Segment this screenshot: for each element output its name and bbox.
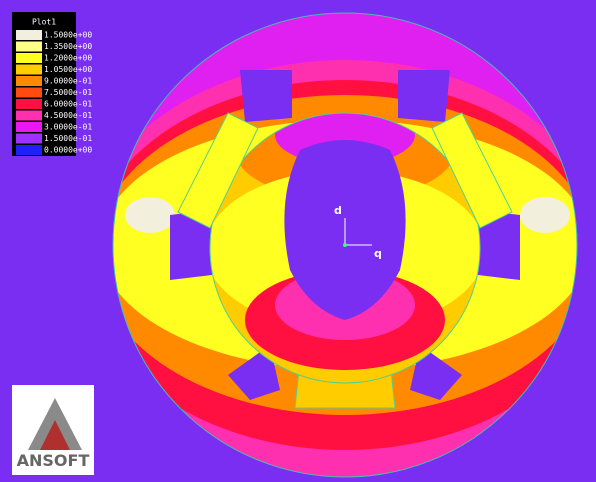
legend-swatch (16, 53, 42, 63)
legend-label: 1.3500e+00 (44, 42, 92, 51)
legend-title: Plot1 (32, 18, 56, 27)
axis-label: q (374, 247, 382, 260)
legend-label: 6.0000e-01 (44, 100, 92, 109)
legend-label: 1.5000e+00 (44, 31, 92, 40)
axis-label: d (334, 204, 342, 217)
legend-swatch (16, 122, 42, 132)
legend-label: 3.0000e-01 (44, 123, 92, 132)
logo: ANSOFT (12, 385, 94, 475)
legend-swatch (16, 76, 42, 86)
legend-label: 4.5000e-01 (44, 111, 92, 120)
legend-label: 1.2000e+00 (44, 54, 92, 63)
legend-label: 9.0000e-01 (44, 77, 92, 86)
legend: Plot1 1.5000e+00 1.3500e+00 1.2000e+00 1.05… (12, 12, 92, 156)
legend-swatch (16, 88, 42, 98)
legend-swatch (16, 42, 42, 52)
legend-label: 1.5000e-01 (44, 134, 92, 143)
legend-label: 0.0000e+00 (44, 146, 92, 155)
legend-label: 1.0500e+00 (44, 65, 92, 74)
legend-label: 7.5000e-01 (44, 88, 92, 97)
legend-swatch (16, 145, 42, 155)
legend-swatch (16, 65, 42, 75)
field-plot: d q Plot1 1.5000e+00 1.3500e+00 1.2000e+00… (0, 0, 596, 482)
legend-swatch (16, 30, 42, 40)
logo-text: ANSOFT (17, 451, 90, 470)
legend-swatch (16, 134, 42, 144)
legend-swatch (16, 111, 42, 121)
legend-swatch (16, 99, 42, 109)
origin (343, 243, 347, 247)
